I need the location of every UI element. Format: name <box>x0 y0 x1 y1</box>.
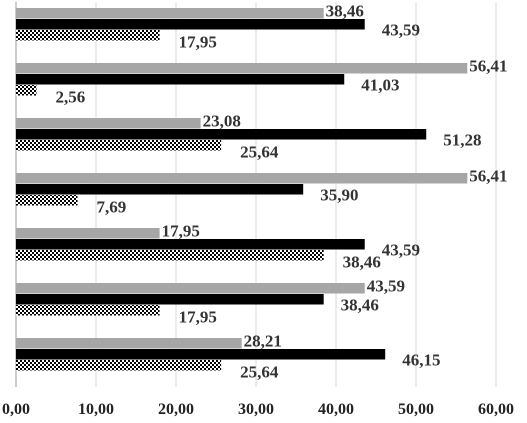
bar-series-3 <box>16 360 222 371</box>
bar-series-2 <box>16 129 427 140</box>
data-label: 43,59 <box>382 20 420 39</box>
data-label: 41,03 <box>361 75 399 94</box>
data-label: 2,56 <box>55 87 85 106</box>
data-label: 38,46 <box>326 1 364 20</box>
data-label: 25,64 <box>240 362 279 381</box>
bar-series-3 <box>16 30 160 41</box>
bar-series-3 <box>16 195 78 206</box>
x-tick-labels: 0,00 10,00 20,00 30,00 40,00 50,00 60,00 <box>2 401 514 418</box>
data-label: 38,46 <box>341 295 379 314</box>
data-label: 56,41 <box>469 56 507 75</box>
bar-series-2 <box>16 239 365 250</box>
data-label: 17,95 <box>179 307 217 326</box>
bar-series-1 <box>16 283 365 294</box>
bar-series-3 <box>16 85 37 96</box>
data-label: 7,69 <box>97 197 127 216</box>
data-label: 56,41 <box>469 166 507 185</box>
bar-series-3 <box>16 305 160 316</box>
bar-series-1 <box>16 338 242 349</box>
bar-series-1 <box>16 118 201 129</box>
bar-series-2 <box>16 19 365 30</box>
data-label: 51,28 <box>443 130 481 149</box>
x-tick-label: 50,00 <box>398 401 434 418</box>
bar-series-1 <box>16 8 324 19</box>
data-label: 25,64 <box>240 142 279 161</box>
x-tick-label: 10,00 <box>78 401 114 418</box>
data-label: 17,95 <box>162 221 200 240</box>
data-label: 46,15 <box>402 350 440 369</box>
data-label: 35,90 <box>320 185 358 204</box>
bar-series-2 <box>16 184 304 195</box>
data-labels: 38,4643,5917,9556,4141,032,5623,0851,282… <box>55 1 507 381</box>
x-tick-label: 30,00 <box>238 401 274 418</box>
data-label: 43,59 <box>382 240 420 259</box>
bar-series-1 <box>16 228 160 239</box>
x-tick-label: 0,00 <box>2 401 30 418</box>
bars <box>16 8 468 371</box>
data-label: 38,46 <box>343 252 381 271</box>
bar-series-3 <box>16 140 222 151</box>
x-tick-label: 20,00 <box>158 401 194 418</box>
data-label: 23,08 <box>203 111 241 130</box>
bar-series-2 <box>16 349 386 360</box>
x-tick-label: 40,00 <box>318 401 354 418</box>
x-tick-label: 60,00 <box>478 401 514 418</box>
bar-series-1 <box>16 173 468 184</box>
bar-series-1 <box>16 63 468 74</box>
bar-series-2 <box>16 294 324 305</box>
bar-series-3 <box>16 250 324 261</box>
data-label: 28,21 <box>244 331 282 350</box>
data-label: 43,59 <box>367 276 405 295</box>
bar-series-2 <box>16 74 345 85</box>
data-label: 17,95 <box>179 32 217 51</box>
